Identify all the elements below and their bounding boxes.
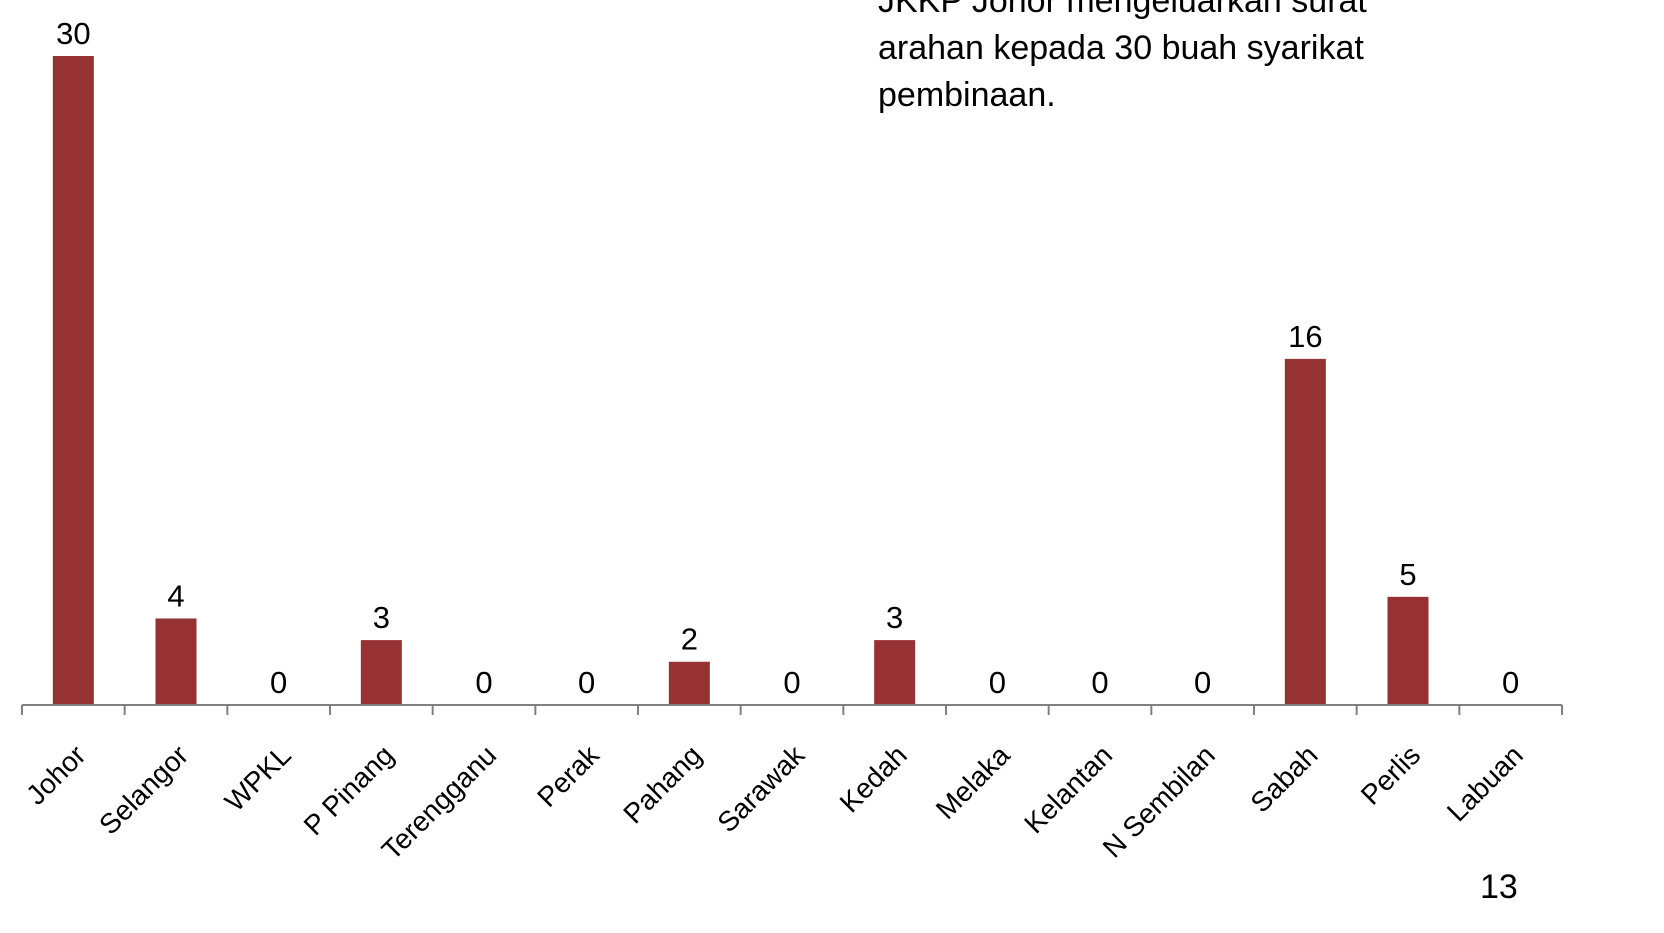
data-label-labuan: 0 [1502,665,1519,700]
data-label-n-sembilan: 0 [1194,665,1211,700]
bar-johor [52,56,94,705]
bar-perlis [1387,596,1429,705]
tick-label-melaka: Melaka [930,739,1016,825]
bar-sabah [1284,358,1326,705]
data-label-p-pinang: 3 [373,600,390,635]
data-label-wpkl: 0 [270,665,287,700]
data-label-kedah: 3 [886,600,903,635]
bar-selangor [155,618,197,705]
tick-label-pahang: Pahang [617,739,707,829]
tick-label-kelantan: Kelantan [1018,739,1118,839]
tick-label-kedah: Kedah [834,739,913,818]
bar-pahang [668,661,710,705]
annotation-text: JKKP Johor mengeluarkan surat arahan kep… [878,0,1367,114]
x-axis [21,704,1563,715]
tick-label-perak: Perak [531,739,605,813]
data-label-johor: 30 [56,16,90,51]
tick-label-n-sembilan: N Sembilan [1097,739,1221,863]
tick-label-sabah: Sabah [1244,739,1323,818]
data-label-sabah: 16 [1288,319,1322,354]
bars-group [52,56,1429,705]
tick-label-johor: Johor [20,739,91,810]
tick-label-selangor: Selangor [93,739,194,840]
tick-label-sarawak: Sarawak [711,739,811,839]
data-label-kelantan: 0 [1091,665,1108,700]
bar-kedah [874,640,916,705]
data-label-sarawak: 0 [783,665,800,700]
tick-label-labuan: Labuan [1441,739,1529,827]
data-label-perak: 0 [578,665,595,700]
data-label-pahang: 2 [681,622,698,657]
data-label-melaka: 0 [989,665,1006,700]
data-label-selangor: 4 [167,578,184,613]
data-label-perlis: 5 [1399,557,1416,592]
bar-p-pinang [360,640,402,705]
data-label-terengganu: 0 [475,665,492,700]
tick-label-wpkl: WPKL [219,739,297,817]
tick-label-perlis: Perlis [1355,739,1426,810]
page-number: 13 [1480,868,1518,906]
tick-label-p-pinang: P Pinang [298,739,400,841]
